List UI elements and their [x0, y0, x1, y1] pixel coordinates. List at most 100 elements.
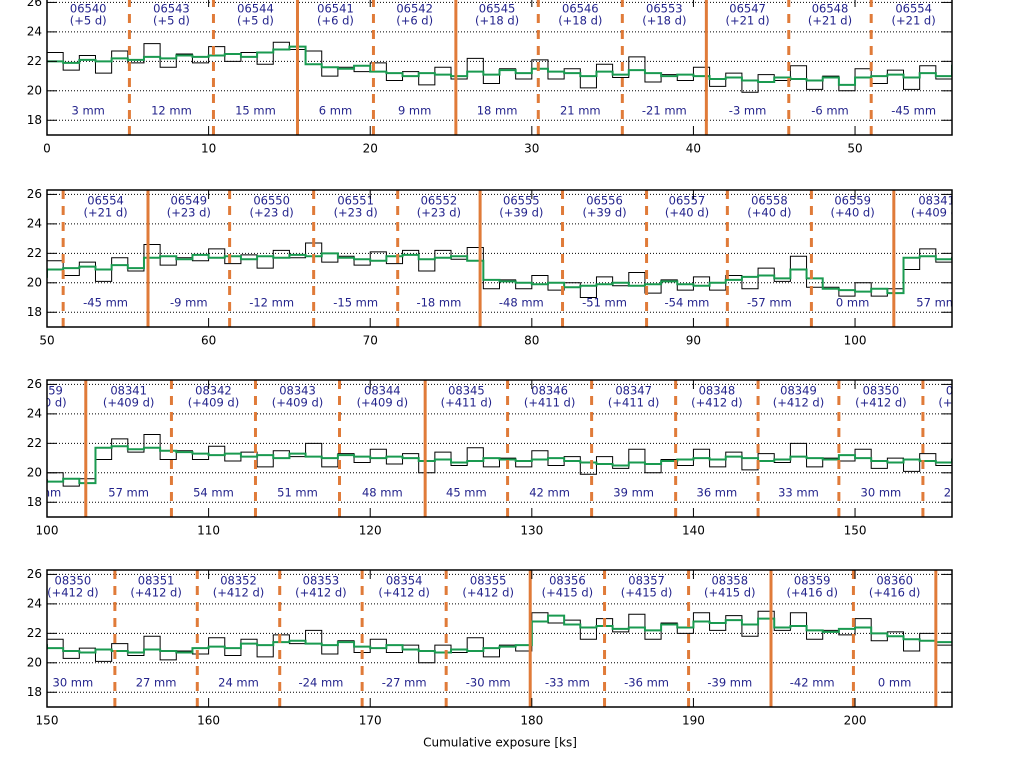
observation-tilt: -39 mm [707, 676, 752, 690]
x-tick-label: 170 [359, 714, 382, 728]
observation-tilt: 30 mm [861, 486, 902, 500]
x-tick-label: 120 [359, 524, 382, 538]
observation-offset: (+409 d) [103, 396, 155, 410]
x-tick-label: 130 [520, 524, 543, 538]
observation-offset: (+416 d) [869, 586, 921, 600]
observation-offset: (+18 d) [558, 14, 602, 28]
y-tick-label: 26 [27, 567, 42, 581]
observation-id: 06541 [317, 2, 354, 16]
observation-tilt: -57 mm [747, 296, 792, 310]
plot-frame [46, 189, 953, 328]
observation-offset: (+21 d) [83, 206, 127, 220]
observation-tilt: -21 mm [642, 104, 687, 118]
observation-offset: (+5 d) [153, 14, 190, 28]
y-tick-label: 24 [27, 216, 42, 230]
observation-tilt: 36 mm [697, 486, 738, 500]
observation-tilt: 57 mm [108, 486, 149, 500]
x-tick-label: 190 [682, 714, 705, 728]
observation-id: 08352 [220, 574, 257, 588]
observation-offset: (+40 d) [22, 396, 66, 410]
y-tick-label: 26 [27, 187, 42, 201]
observation-offset: (+23 d) [250, 206, 294, 220]
observation-id: 06547 [729, 2, 766, 16]
rate-line [47, 610, 952, 664]
y-tick-label: 24 [27, 596, 42, 610]
observation-tilt: 21 mm [560, 104, 601, 118]
x-tick-label: 180 [520, 714, 543, 728]
observation-offset: (+412 d) [295, 586, 347, 600]
observation-id: 06559 [834, 194, 871, 208]
observation-tilt: -3 mm [729, 104, 767, 118]
observation-id: 08349 [780, 384, 817, 398]
observation-id: 08344 [364, 384, 401, 398]
observation-tilt: -42 mm [790, 676, 835, 690]
observation-tilt: 0 mm [28, 486, 61, 500]
rate-line [47, 45, 952, 86]
observation-id: 06555 [503, 194, 540, 208]
observation-offset: (+18 d) [475, 14, 519, 28]
observation-id: 06544 [237, 2, 274, 16]
x-tick-label: 40 [686, 142, 701, 156]
y-tick-label: 18 [27, 305, 42, 319]
observation-tilt: -27 mm [382, 676, 427, 690]
observation-offset: (+5 d) [237, 14, 274, 28]
plot-frame [46, 0, 953, 136]
y-tick-label: 20 [27, 655, 42, 669]
observation-id: 06552 [421, 194, 458, 208]
observation-id: 08358 [711, 574, 748, 588]
observation-id: 06545 [479, 2, 516, 16]
observation-offset: (+409 d) [272, 396, 324, 410]
x-tick-label: 70 [363, 334, 378, 348]
observation-id: 08356 [549, 574, 586, 588]
observation-tilt: -45 mm [83, 296, 128, 310]
x-tick-label: 90 [686, 334, 701, 348]
observation-tilt: 54 mm [193, 486, 234, 500]
observation-offset: (+411 d) [608, 396, 660, 410]
observation-offset: (+412 d) [773, 396, 825, 410]
observation-tilt: 51 mm [277, 486, 318, 500]
observation-id: 08359 [794, 574, 831, 588]
observation-tilt: 39 mm [613, 486, 654, 500]
observation-id: 08346 [531, 384, 568, 398]
x-tick-label: 160 [197, 714, 220, 728]
observation-offset: (+23 d) [334, 206, 378, 220]
observation-tilt: -51 mm [582, 296, 627, 310]
observation-id: 06554 [895, 2, 932, 16]
observation-offset: (+39 d) [582, 206, 626, 220]
observation-tilt: -15 mm [333, 296, 378, 310]
observation-id: 06548 [812, 2, 849, 16]
x-tick-label: 140 [682, 524, 705, 538]
observation-id: 08350 [55, 574, 92, 588]
observation-id: 08341 [110, 384, 147, 398]
x-tick-label: 150 [36, 714, 59, 728]
observation-tilt: -36 mm [624, 676, 669, 690]
observation-offset: (+412 d) [130, 586, 182, 600]
x-tick-label: 60 [201, 334, 216, 348]
x-tick-label: 30 [524, 142, 539, 156]
observation-offset: (+6 d) [317, 14, 354, 28]
observation-offset: (+40 d) [665, 206, 709, 220]
observation-tilt: -54 mm [665, 296, 710, 310]
observation-id: 08348 [699, 384, 736, 398]
x-tick-label: 100 [844, 334, 867, 348]
observation-tilt: -6 mm [811, 104, 849, 118]
y-tick-label: 20 [27, 465, 42, 479]
observation-tilt: 45 mm [446, 486, 487, 500]
observation-id: 06546 [562, 2, 599, 16]
observation-tilt: 3 mm [72, 104, 105, 118]
observation-tilt: -9 mm [170, 296, 208, 310]
observation-id: 08345 [448, 384, 485, 398]
y-tick-label: 18 [27, 685, 42, 699]
rate-line [47, 252, 952, 295]
x-tick-label: 10 [201, 142, 216, 156]
observation-tilt: 57 mm [916, 296, 957, 310]
rate-line [47, 614, 952, 654]
plot-frame [46, 379, 953, 518]
observation-tilt: 42 mm [529, 486, 570, 500]
observation-tilt: -30 mm [466, 676, 511, 690]
observation-tilt: 27 mm [944, 486, 985, 500]
observation-tilt: 27 mm [136, 676, 177, 690]
